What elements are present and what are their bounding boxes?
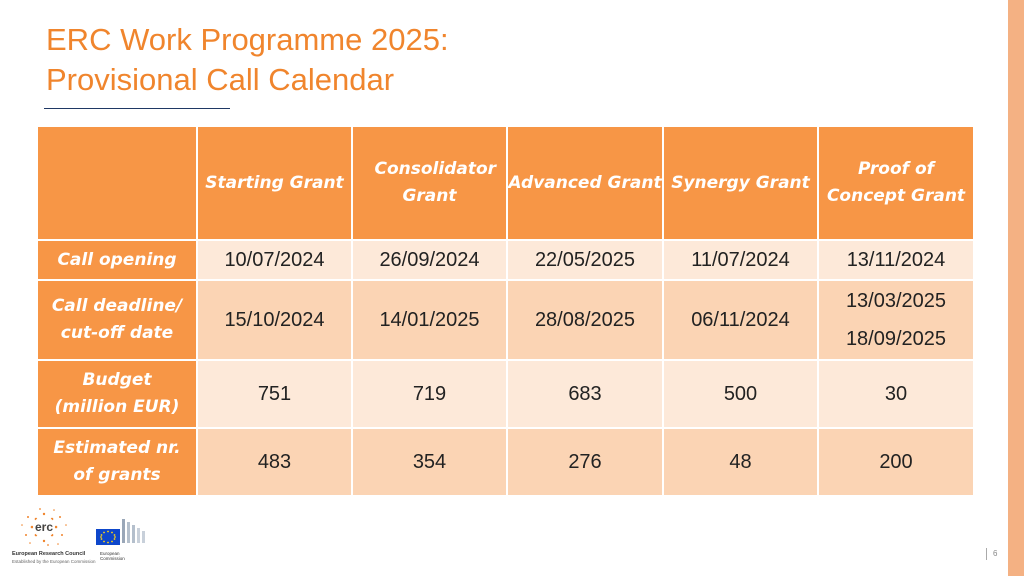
col-header-consolidator-text: Consolidator Grant [374,159,497,206]
row-label-call-opening: Call opening [36,239,198,281]
table-cell: 06/11/2024 [662,279,819,361]
poc-deadline-stack: 13/03/2025 18/09/2025 [819,282,973,358]
row-estimated-grants: Estimated nr. of grants 483 354 276 48 2… [36,427,975,497]
row-label-budget-text: Budget (million EUR) [54,370,180,417]
table-cell: 13/11/2024 [817,239,975,281]
table-cell: 683 [506,359,664,429]
footer-logos: erc European Research Council Establishe… [10,505,160,570]
col-header-synergy: Synergy Grant [662,125,819,241]
title-line-2: Provisional Call Calendar [46,62,395,97]
european-commission-logo-icon [96,519,145,545]
erc-logo-icon: erc [21,508,67,546]
table-cell: 15/10/2024 [196,279,353,361]
title-line-1: ERC Work Programme 2025: [46,22,449,57]
table-cell: 10/07/2024 [196,239,353,281]
right-accent-bar [1008,0,1024,576]
slide-title: ERC Work Programme 2025: Provisional Cal… [46,20,449,100]
ec-name: European Commission [100,551,125,561]
table-cell: 11/07/2024 [662,239,819,281]
row-call-opening: Call opening 10/07/2024 26/09/2024 22/05… [36,239,975,281]
row-label-estimated-grants: Estimated nr. of grants [36,427,198,497]
table-cell: 26/09/2024 [351,239,508,281]
col-header-poc-text: Proof of Concept Grant [826,159,966,206]
col-header-advanced: Advanced Grant [506,125,664,241]
col-header-consolidator: Consolidator Grant [351,125,508,241]
title-underline [44,108,230,109]
erc-name: European Research Council [12,551,86,557]
erc-logo-text: erc [35,520,53,534]
table-cell: 354 [351,427,508,497]
poc-deadline-1: 13/03/2025 [845,290,947,312]
table-cell-poc-deadlines: 13/03/2025 18/09/2025 [817,279,975,361]
erc-tagline: Established by the European Commission [12,559,96,564]
col-header-poc: Proof of Concept Grant [817,125,975,241]
ec-name-line-1: European [100,551,120,556]
poc-deadline-2: 18/09/2025 [845,328,947,350]
header-row: Starting Grant Consolidator Grant Advanc… [36,125,975,241]
table-cell: 719 [351,359,508,429]
row-label-budget: Budget (million EUR) [36,359,198,429]
table-cell: 200 [817,427,975,497]
row-label-call-deadline-text: Call deadline/ cut-off date [51,296,183,343]
table-cell: 276 [506,427,664,497]
page-number: 6 [986,548,997,560]
row-label-call-deadline: Call deadline/ cut-off date [36,279,198,361]
table-cell: 22/05/2025 [506,239,664,281]
row-budget: Budget (million EUR) 751 719 683 500 30 [36,359,975,429]
table-cell: 14/01/2025 [351,279,508,361]
table-cell: 28/08/2025 [506,279,664,361]
table-cell: 30 [817,359,975,429]
col-header-starting: Starting Grant [196,125,353,241]
table-cell: 483 [196,427,353,497]
row-label-estimated-grants-text: Estimated nr. of grants [53,438,181,485]
corner-cell [36,125,198,241]
row-call-deadline: Call deadline/ cut-off date 15/10/2024 1… [36,279,975,361]
call-calendar-table: Starting Grant Consolidator Grant Advanc… [36,125,975,497]
table-cell: 500 [662,359,819,429]
table-cell: 48 [662,427,819,497]
ec-name-line-2: Commission [100,556,125,561]
table-cell: 751 [196,359,353,429]
